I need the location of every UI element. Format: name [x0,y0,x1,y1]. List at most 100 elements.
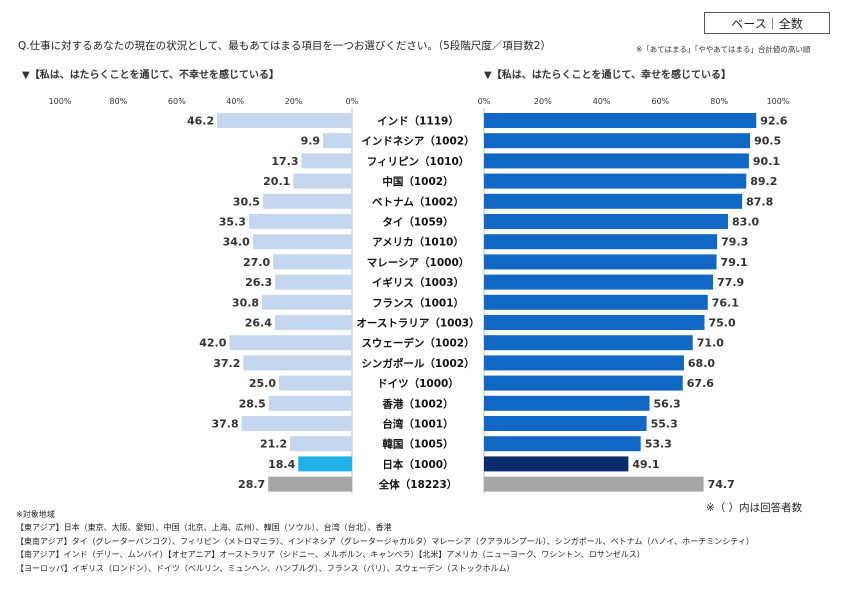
right-bar [484,153,749,169]
right-tick-label: 60% [652,97,670,106]
right-tick-label: 80% [710,97,728,106]
left-tick-label: 40% [226,97,244,106]
category-label: アメリカ（1010） [372,236,464,249]
right-value-label: 89.2 [750,175,777,188]
category-label: タイ（1059） [382,216,453,229]
category-label: マレーシア（1000） [367,256,470,269]
right-bar [484,456,629,472]
right-bar [484,294,708,310]
right-bar [484,214,729,229]
left-value-label: 26.3 [245,276,272,289]
right-bar [484,133,751,149]
category-label: イギリス（1003） [372,276,464,289]
base-badge: ベース｜全数 [704,12,830,34]
category-label: フィリピン（1010） [367,155,470,168]
right-bar [484,335,693,351]
right-bar [484,193,743,209]
left-tick-label: 0% [346,97,359,106]
left-bar [273,254,352,270]
left-value-label: 9.9 [301,135,321,148]
category-label: オーストラリア（1003） [356,317,479,330]
right-value-label: 79.1 [721,256,748,269]
left-bar [252,234,352,250]
left-tick-label: 20% [285,97,303,106]
left-value-label: 28.7 [238,478,265,491]
category-label: 韓国（1005） [382,438,453,451]
right-value-label: 55.3 [651,418,678,431]
right-tick-label: 0% [478,97,491,106]
left-bar [217,113,352,128]
left-bar [301,153,352,169]
left-tick-label: 100% [49,97,72,106]
right-value-label: 90.1 [753,155,780,168]
left-value-label: 25.0 [249,377,276,390]
left-bar [290,436,352,452]
left-bar [268,476,352,492]
right-bar [484,355,684,371]
right-bar [484,436,641,452]
right-value-label: 71.0 [697,337,724,350]
right-value-label: 92.6 [760,115,787,128]
right-value-label: 68.0 [688,357,715,370]
right-bar [484,416,647,431]
right-tick-label: 20% [534,97,552,106]
left-value-label: 21.2 [260,438,287,451]
right-bar [484,476,704,492]
right-bar [484,375,683,391]
left-value-label: 18.4 [268,458,295,471]
left-bar [298,456,352,472]
right-bar [484,234,718,250]
question-text: Q.仕事に対するあなたの現在の状況として、最もあてはまる項目を一つお選びください… [18,40,551,52]
left-value-label: 30.5 [233,195,260,208]
right-series-title: ▼【私は、はたらくことを通じて、幸せを感じている】 [484,70,731,81]
category-label: インドネシア（1002） [361,135,474,148]
footnote-title: ※対象地域 [16,510,55,519]
category-label: ドイツ（1000） [377,377,459,390]
right-value-label: 49.1 [632,458,659,471]
left-value-label: 46.2 [187,115,214,128]
right-bar [484,274,714,290]
footnotes: ※対象地域 【東アジア】日本（東京、大阪、愛知）、中国（北京、上海、広州）、韓国… [16,508,754,575]
left-value-label: 20.1 [263,175,290,188]
left-value-label: 27.0 [243,256,270,269]
category-label: スウェーデン（1002） [361,337,474,350]
right-bar [484,315,705,330]
right-value-label: 77.9 [717,276,744,289]
left-bar [279,375,352,391]
right-value-label: 87.8 [746,195,773,208]
left-value-label: 37.2 [213,357,240,370]
left-bar [293,173,352,189]
right-value-label: 83.0 [732,216,759,229]
left-bar [274,315,352,330]
footnote-line: 【東アジア】日本（東京、大阪、愛知）、中国（北京、上海、広州）、韓国（ソウル）、… [16,523,392,533]
left-bar [229,335,352,351]
left-bar [262,193,352,209]
right-bar [484,173,747,189]
category-label: 中国（1002） [382,175,453,188]
right-value-label: 76.1 [712,296,739,309]
right-bar [484,113,757,128]
left-tick-label: 60% [168,97,186,106]
right-tick-label: 40% [593,97,611,106]
left-value-label: 26.4 [245,317,272,330]
left-bar [243,355,352,371]
category-label: ベトナム（1002） [372,195,464,208]
footnote-line: 【南アジア】インド（デリー、ムンバイ）【オセアニア】オーストラリア（シドニー、メ… [16,550,645,560]
footnote-line: 【東南アジア】タイ（グレーターバンコク）、フィリピン（メトロマニラ）、インドネシ… [16,536,754,546]
right-value-label: 67.6 [687,377,714,390]
left-value-label: 42.0 [199,337,226,350]
left-bar [275,274,352,290]
footnote-line: 【ヨーロッパ】イギリス（ロンドン）、ドイツ（ベルリン、ミュンヘン、ハンブルグ）、… [16,563,515,573]
category-label: 全体（18223） [378,478,458,491]
category-label: 日本（1000） [382,458,453,471]
left-bar [241,416,352,431]
left-value-label: 35.3 [219,216,246,229]
right-value-label: 53.3 [645,438,672,451]
right-value-label: 75.0 [709,317,736,330]
left-bar [262,294,352,310]
right-value-label: 74.7 [708,478,735,491]
right-value-label: 79.3 [721,236,748,249]
left-value-label: 17.3 [271,155,298,168]
left-bar [323,133,352,149]
